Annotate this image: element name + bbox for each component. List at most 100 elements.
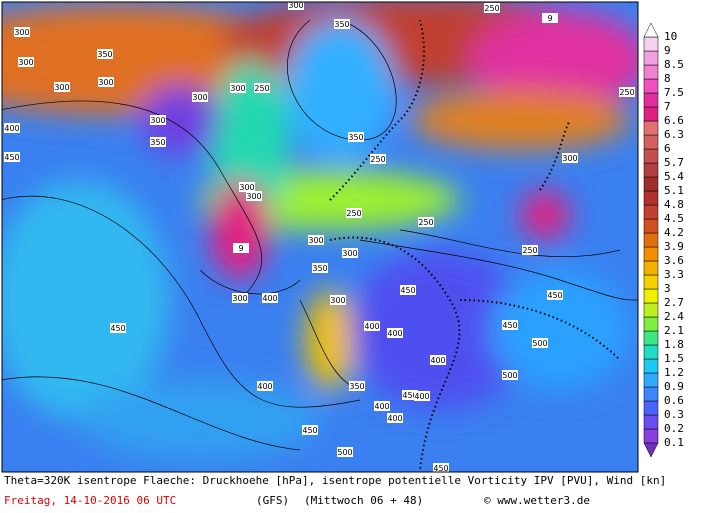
colorbar-label: 0.2 [664, 422, 684, 435]
contour-label-box [402, 390, 418, 400]
colorbar-band [643, 78, 659, 94]
contour-label: 500 [502, 371, 517, 380]
contour-label: 500 [532, 339, 547, 348]
colorbar-label: 8 [664, 72, 671, 85]
contour-label-box [346, 208, 362, 218]
contour-label: 400 [387, 414, 402, 423]
contour-label-box [522, 245, 538, 255]
footer-date: Freitag, 14-10-2016 06 UTC [4, 494, 176, 507]
contour-label: 400 [262, 294, 277, 303]
contour-label: 450 [400, 286, 415, 295]
contour-label: 300 [18, 58, 33, 67]
contour-label-box [54, 82, 70, 92]
contour-label-box [430, 355, 446, 365]
contour-label-box [110, 323, 126, 333]
colorbar-label: 0.3 [664, 408, 684, 421]
colorbar-band [643, 218, 659, 234]
contour-label-box [302, 425, 318, 435]
contour-label: 300 [288, 1, 303, 10]
contour-label-box [619, 87, 635, 97]
contour-label: 300 [230, 84, 245, 93]
colorbar-label: 3.6 [664, 254, 684, 267]
colorbar-label: 0.9 [664, 380, 684, 393]
contour-label: 350 [334, 20, 349, 29]
colorbar-band [643, 428, 659, 444]
colorbar-label: 4.5 [664, 212, 684, 225]
contour-label-box [239, 182, 255, 192]
contour-label: 450 [4, 153, 19, 162]
footer-model: (GFS) [256, 494, 289, 507]
contour-label: 9 [238, 244, 243, 253]
colorbar-label: 4.8 [664, 198, 684, 211]
contour-label: 250 [346, 209, 361, 218]
contour-label-box [418, 217, 434, 227]
colorbar-band [643, 204, 659, 220]
colorbar-label: 4.2 [664, 226, 684, 239]
map-frame [1, 1, 639, 473]
colorbar-label: 6.3 [664, 128, 684, 141]
colorbar-band [643, 274, 659, 290]
contour-label: 300 [330, 296, 345, 305]
colorbar-band [643, 246, 659, 262]
colorbar-band [643, 190, 659, 206]
colorbar-label: 10 [664, 30, 677, 43]
contour-label: 500 [337, 448, 352, 457]
contour-label: 250 [484, 4, 499, 13]
contour-label-box [484, 3, 500, 13]
colorbar-label: 5.1 [664, 184, 684, 197]
contour-label: 300 [342, 249, 357, 258]
contour-label-box [288, 0, 304, 10]
colorbar-band [643, 414, 659, 430]
colorbar-band [643, 260, 659, 276]
map [2, 2, 638, 472]
colorbar-label: 6.6 [664, 114, 684, 127]
colorbar-label: 2.7 [664, 296, 684, 309]
colorbar-label: 1.8 [664, 338, 684, 351]
contour-label-box [349, 381, 365, 391]
colorbar-label: 3.9 [664, 240, 684, 253]
footer-background [0, 473, 640, 513]
contour-label-box [502, 370, 518, 380]
footer-description: Theta=320K isentrope Flaeche: Druckhoehe… [4, 474, 666, 487]
contour-label: 400 [414, 392, 429, 401]
contour-label-box [246, 191, 262, 201]
contour-label-box [387, 413, 403, 423]
contour-label-box [97, 49, 113, 59]
contour-label-box [257, 381, 273, 391]
colorbar-band [643, 344, 659, 360]
colorbar-band [643, 400, 659, 416]
contour-label: 300 [150, 116, 165, 125]
contour-label: 350 [349, 382, 364, 391]
contour-label: 300 [246, 192, 261, 201]
contour-label: 400 [257, 382, 272, 391]
colorbar-label: 0.1 [664, 436, 684, 449]
colorbar-label: 7 [664, 100, 671, 113]
contour-label-box [532, 338, 548, 348]
colorbar-band [643, 36, 659, 52]
contour-label-box [348, 132, 364, 142]
contour-label-box [562, 153, 578, 163]
contour-label: 250 [370, 155, 385, 164]
contour-label: 450 [402, 391, 417, 400]
contour-label: 450 [502, 321, 517, 330]
contour-label: 300 [192, 93, 207, 102]
colorbar-band [643, 232, 659, 248]
colorbar-label: 3 [664, 282, 671, 295]
contour-label: 250 [254, 84, 269, 93]
contour-label: 300 [308, 236, 323, 245]
contour-label-box [374, 401, 390, 411]
contour-label-box [330, 295, 346, 305]
contour-label: 300 [239, 183, 254, 192]
contour-label-box [334, 19, 350, 29]
contour-label-box [542, 13, 558, 23]
colorbar-band [643, 92, 659, 108]
contour-label: 450 [547, 291, 562, 300]
contour-label-box [342, 248, 358, 258]
contour-label-box [433, 463, 449, 473]
contour-label: 450 [433, 464, 448, 473]
contour-label: 250 [522, 246, 537, 255]
contour-label: 350 [97, 50, 112, 59]
contour-label-box [502, 320, 518, 330]
